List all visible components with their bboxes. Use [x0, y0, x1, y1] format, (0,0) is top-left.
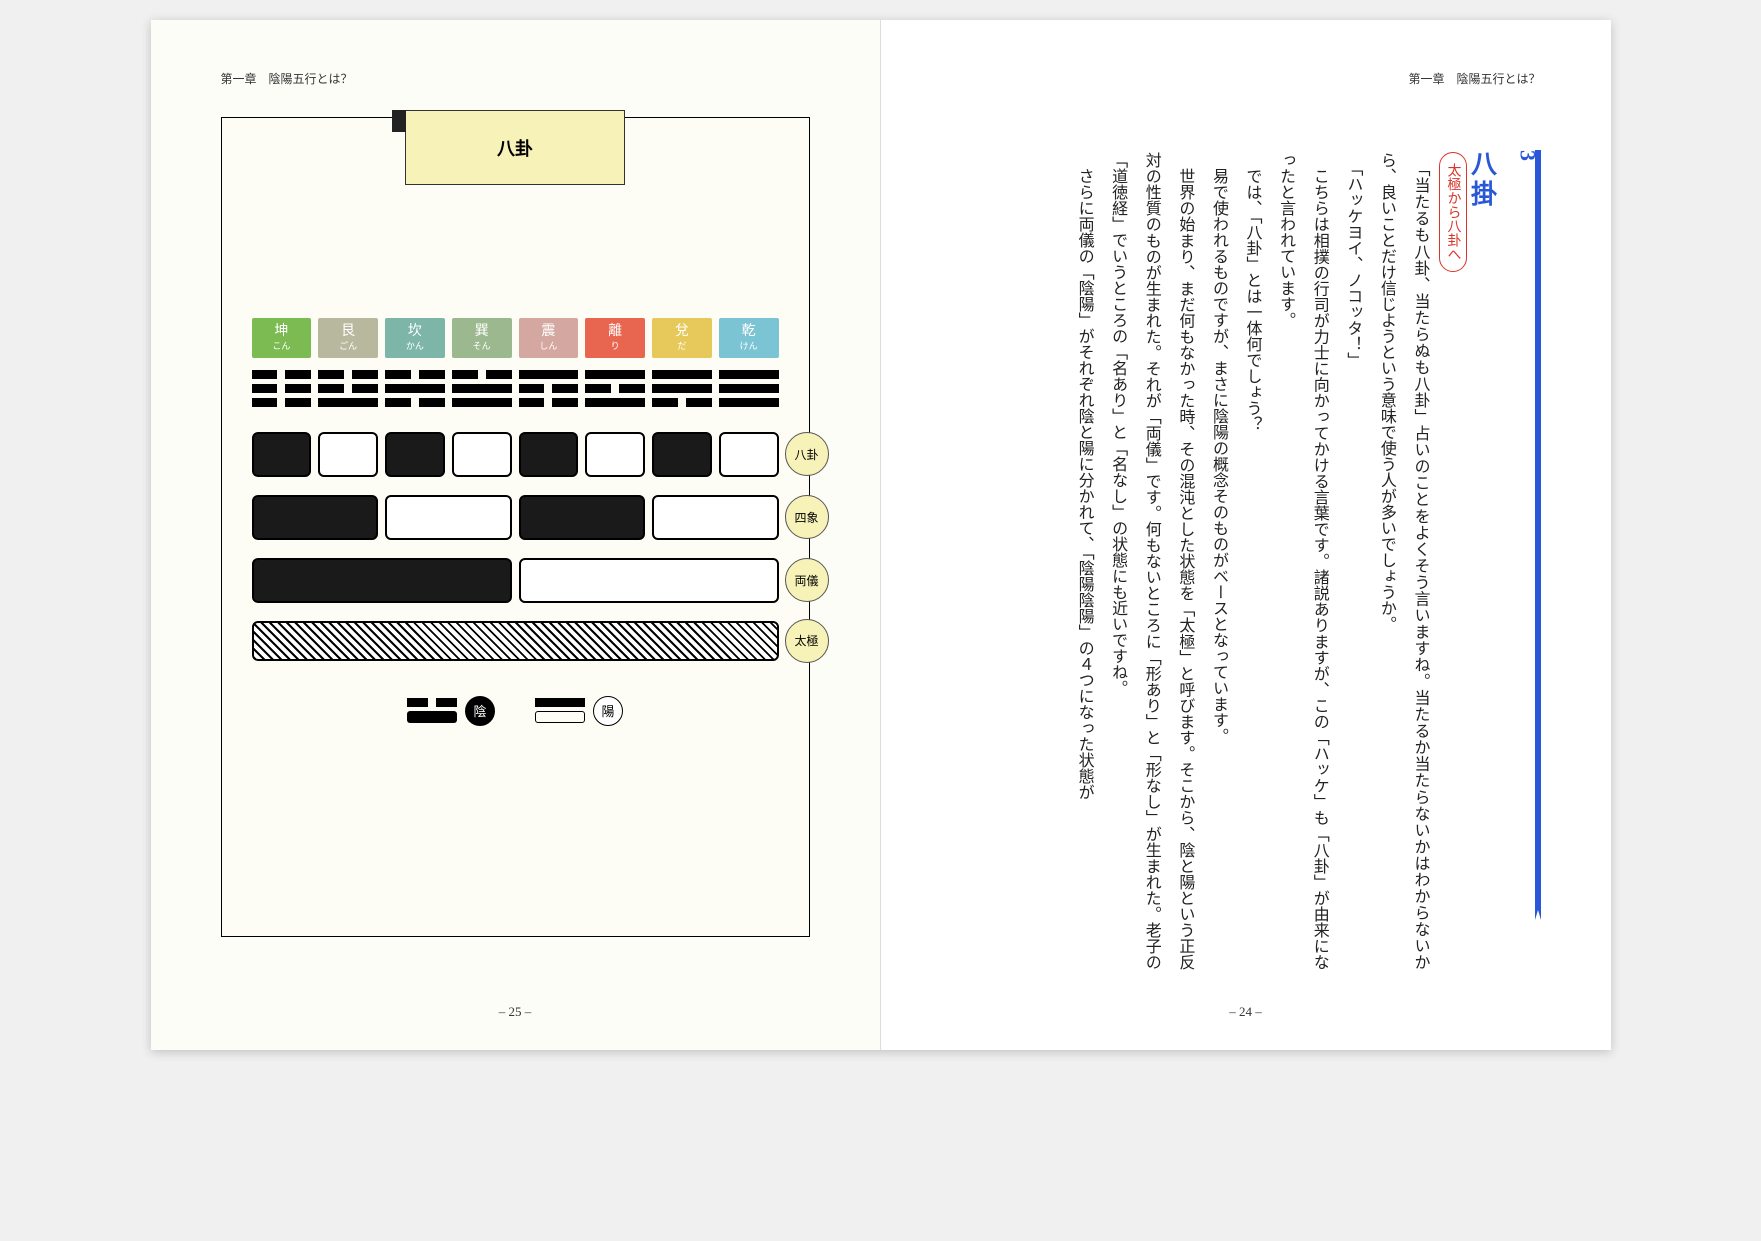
level-box [519, 432, 579, 477]
trigram-label: 乾けん [719, 318, 779, 358]
level-box [652, 495, 779, 540]
book-spread: 第一章 陰陽五行とは？ 八卦 坤こん艮ごん坎かん巽そん震しん離り兌だ乾けん 八卦… [151, 20, 1611, 1050]
section-header: 3 八掛 [1464, 150, 1541, 210]
legend-yin: 陰 [407, 696, 495, 726]
section-subhead: 太極から八卦へ [1439, 152, 1467, 272]
trigram-label: 巽そん [452, 318, 512, 358]
legend-yang: 陽 [535, 696, 623, 726]
trigram-label: 艮ごん [318, 318, 378, 358]
level-box [652, 432, 712, 477]
taiji-label: 太極 [785, 619, 829, 663]
paragraph: では、「八卦」とは一体何でしょう？ [1235, 152, 1269, 970]
level-box [252, 495, 379, 540]
paragraph: 易で使われるものですが、まさに陰陽の概念そのものがベースとなっています。 [1201, 152, 1235, 970]
level-box [719, 432, 779, 477]
level-box [452, 432, 512, 477]
bagua-diagram: 八卦 坤こん艮ごん坎かん巽そん震しん離り兌だ乾けん 八卦 四象 両儀 太極 [221, 117, 810, 937]
section-ribbon [1535, 150, 1541, 910]
level-box [385, 432, 445, 477]
trigram-glyph [585, 370, 645, 407]
legend: 陰 陽 [252, 696, 779, 726]
paragraph: 「当たるも八卦、当たらぬも八卦」占いのことをよくそう言いますね。当たるか当たらな… [1369, 152, 1436, 970]
page-number-left: – 25 – [499, 1004, 532, 1020]
level-box [519, 558, 779, 603]
level-box [519, 495, 646, 540]
trigram-glyph [252, 370, 312, 407]
level-box [318, 432, 378, 477]
sixiang-row: 四象 [252, 495, 779, 540]
paragraph: 世界の始まり、まだ何もなかった時、その混沌とした状態を「太極」と呼びます。そこか… [1101, 152, 1202, 970]
taiji-row: 太極 [252, 621, 779, 661]
trigram-label: 坤こん [252, 318, 312, 358]
trigram-label: 離り [585, 318, 645, 358]
trigram-glyph [519, 370, 579, 407]
taiji-bar [252, 621, 779, 661]
trigram-glyph [652, 370, 712, 407]
trigram-glyph [452, 370, 512, 407]
level-box [585, 432, 645, 477]
level-box [252, 432, 312, 477]
page-24: 第一章 陰陽五行とは？ 3 八掛 太極から八卦へ 「当たるも八卦、当たらぬも八卦… [881, 20, 1611, 1050]
yin-label: 陰 [465, 696, 495, 726]
liangyi-label: 両儀 [785, 558, 829, 602]
page-number-right: – 24 – [1229, 1004, 1262, 1020]
section-number: 3 [1515, 150, 1541, 210]
diagram-title: 八卦 [405, 110, 625, 185]
liangyi-row: 両儀 [252, 558, 779, 603]
chapter-header-right: 第一章 陰陽五行とは？ [951, 70, 1541, 87]
trigram-glyph [385, 370, 445, 407]
trigram-glyph [719, 370, 779, 407]
page-25: 第一章 陰陽五行とは？ 八卦 坤こん艮ごん坎かん巽そん震しん離り兌だ乾けん 八卦… [151, 20, 881, 1050]
trigram-glyph [318, 370, 378, 407]
trigram-lines [252, 370, 779, 407]
sixiang-label: 四象 [785, 495, 829, 539]
paragraph: こちらは相撲の行司が力士に向かってかける言葉です。諸説ありますが、この「ハッケ」… [1269, 152, 1336, 970]
paragraph: さらに両儀の「陰陽」がそれぞれ陰と陽に分かれて、「陰陽陰陽」の４つになった状態が [1067, 152, 1101, 970]
trigram-label: 兌だ [652, 318, 712, 358]
bagua-row: 八卦 [252, 432, 779, 477]
bagua-label: 八卦 [785, 432, 829, 476]
yang-label: 陽 [593, 696, 623, 726]
body-text: 「当たるも八卦、当たらぬも八卦」占いのことをよくそう言いますね。当たるか当たらな… [1067, 152, 1437, 970]
level-box [385, 495, 512, 540]
trigram-labels: 坤こん艮ごん坎かん巽そん震しん離り兌だ乾けん [252, 318, 779, 358]
trigram-label: 震しん [519, 318, 579, 358]
section-title: 八掛 [1464, 150, 1501, 210]
chapter-header-left: 第一章 陰陽五行とは？ [221, 70, 810, 87]
trigram-label: 坎かん [385, 318, 445, 358]
level-box [252, 558, 512, 603]
paragraph: 「ハッケヨイ、ノコッタ！」 [1336, 152, 1370, 970]
